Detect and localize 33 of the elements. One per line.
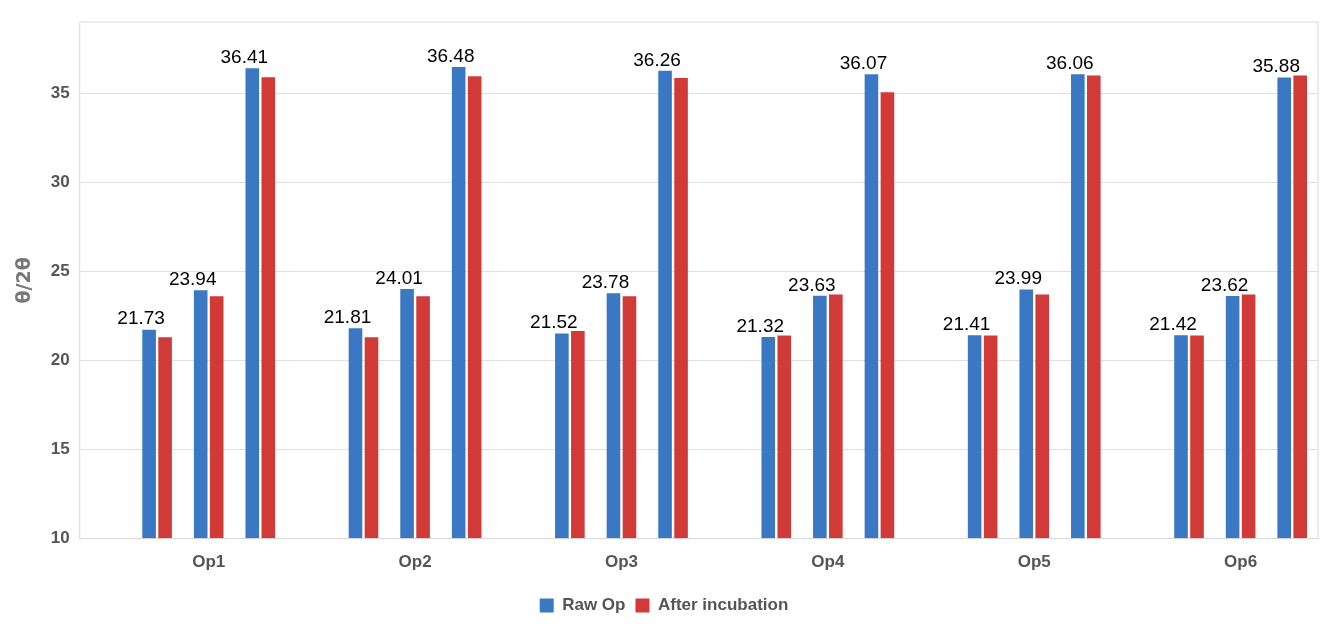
data-label: 21.42	[1149, 312, 1197, 334]
y-tick-label: 20	[50, 350, 70, 370]
data-label: 23.62	[1200, 273, 1249, 295]
legend-label: Raw Op	[562, 595, 626, 615]
data-label: 21.32	[736, 314, 785, 336]
data-label: 24.01	[375, 266, 423, 288]
data-label: 36.41	[220, 45, 269, 67]
data-label: 36.48	[426, 44, 475, 66]
data-label: 23.63	[788, 273, 836, 295]
x-tick-label: Op1	[192, 552, 226, 572]
data-label: 23.78	[581, 270, 630, 292]
x-tick-label: Op4	[811, 552, 845, 572]
data-label: 21.73	[117, 307, 165, 329]
data-label: 23.94	[168, 268, 217, 290]
x-tick-label: Op6	[1224, 552, 1258, 572]
y-tick-label: 15	[50, 439, 70, 459]
y-axis-title: θ/2θ	[12, 257, 35, 304]
y-tick-label: 25	[50, 261, 70, 281]
legend-label: After incubation	[657, 595, 789, 615]
y-tick-label: 10	[50, 528, 70, 548]
data-label: 36.07	[839, 51, 888, 73]
data-label: 35.88	[1252, 55, 1300, 77]
x-tick-label: Op2	[398, 552, 432, 572]
x-tick-label: Op5	[1017, 552, 1051, 572]
y-tick-label: 35	[50, 82, 70, 102]
y-tick-label: 30	[50, 172, 70, 192]
data-label: 23.99	[994, 267, 1042, 289]
data-label: 36.26	[633, 48, 681, 70]
data-label: 21.81	[323, 305, 372, 327]
data-label: 21.52	[530, 311, 578, 333]
x-tick-label: Op3	[604, 552, 638, 572]
data-label: 21.41	[942, 313, 991, 335]
data-label: 36.06	[1046, 52, 1094, 74]
